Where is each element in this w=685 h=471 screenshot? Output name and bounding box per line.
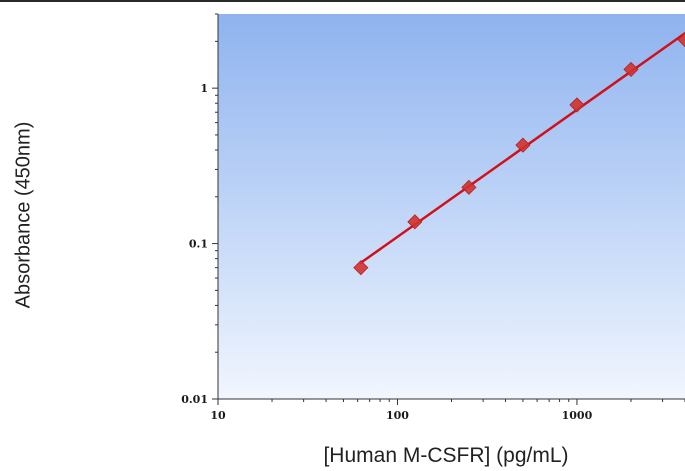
data-point-diamond [461, 179, 477, 195]
y-tick-label: 0.01 [181, 393, 208, 406]
y-axis-label: Absorbance (450nm) [12, 121, 35, 309]
x-tick-label: 1000 [562, 409, 593, 422]
x-tick-label: 100 [386, 409, 409, 422]
y-tick-label: 1 [200, 82, 208, 95]
y-tick-label: 0.1 [189, 238, 208, 251]
plot-area-background [218, 14, 685, 399]
data-point-diamond [353, 260, 369, 276]
data-point-diamond [623, 61, 639, 77]
data-point-diamond [569, 97, 585, 113]
axes-layer: 0.01 0.1 1 10 100 1000 [181, 13, 685, 422]
data-point-diamond [515, 137, 531, 153]
data-point-diamond [407, 214, 423, 230]
data-layer [353, 31, 685, 276]
data-point-diamond [677, 32, 685, 48]
top-border-rule [0, 0, 685, 2]
x-axis-label: [Human M-CSFR] (pg/mL) [323, 444, 569, 467]
x-tick-label: 10 [210, 409, 226, 422]
